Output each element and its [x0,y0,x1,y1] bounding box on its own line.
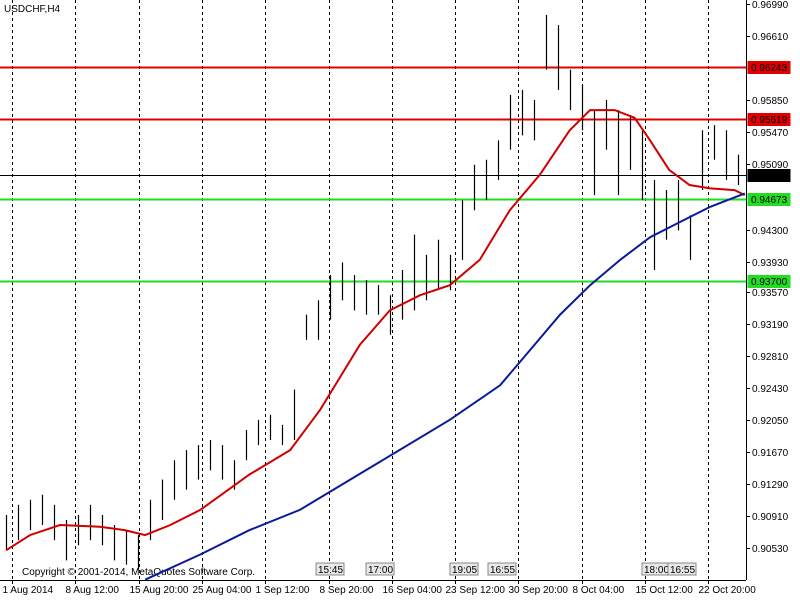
time-box-label: 17:00 [368,565,393,576]
time-box-label: 16:55 [670,565,695,576]
time-box [315,562,345,576]
x-tick-label: 8 Oct 04:00 [573,585,625,596]
time-box-label: 19:05 [452,565,477,576]
time-box [449,562,479,576]
time-box-label: 15:45 [318,565,343,576]
y-tick-label: 0.90910 [752,512,789,523]
level-label-box [747,169,791,182]
x-tick-label: 8 Sep 20:00 [320,585,374,596]
x-tick-label: 30 Sep 20:00 [509,585,569,596]
y-tick-label: 0.95850 [752,96,789,107]
level-label: 0.96243 [751,63,788,74]
moving-average [144,192,746,581]
x-tick-label: 1 Aug 2014 [3,585,54,596]
copyright: Copyright © 2001-2014, MetaQuotes Softwa… [22,567,255,578]
y-tick-label: 0.91670 [752,448,789,459]
y-tick-label: 0.90530 [752,544,789,555]
y-tick-label: 0.93570 [752,288,789,299]
y-tick-label: 0.93190 [752,320,789,331]
time-box-label: 16:55 [490,565,515,576]
time-box [487,562,517,576]
time-box-label: 18:00 [644,565,669,576]
y-tick-label: 0.95470 [752,128,789,139]
y-tick-label: 0.91290 [752,480,789,491]
level-label-box [747,193,791,206]
y-tick-label: 0.92050 [752,416,789,427]
y-tick-label: 0.94300 [752,226,789,237]
level-label: 0.95619 [751,115,788,126]
y-tick-label: 0.95090 [752,160,789,171]
x-tick-label: 22 Oct 20:00 [699,585,757,596]
level-label: 0.93700 [751,277,788,288]
chart-title: USDCHF,H4 [4,4,61,15]
x-tick-label: 8 Aug 12:00 [66,585,120,596]
level-label-box [747,61,791,74]
y-tick-label: 0.96990 [752,0,789,11]
x-tick-label: 16 Sep 04:00 [383,585,443,596]
y-tick-label: 0.93930 [752,258,789,269]
x-tick-label: 1 Sep 12:00 [256,585,310,596]
x-tick-label: 15 Oct 12:00 [636,585,694,596]
time-box [365,562,395,576]
time-box [667,562,697,576]
x-tick-label: 23 Sep 12:00 [446,585,506,596]
y-tick-label: 0.92810 [752,352,789,363]
y-tick-label: 0.96610 [752,32,789,43]
x-tick-label: 25 Aug 04:00 [193,585,252,596]
x-tick-label: 15 Aug 20:00 [130,585,189,596]
moving-average [5,109,746,552]
y-tick-label: 0.92430 [752,384,789,395]
level-label: 0.94673 [751,195,788,206]
level-label-box [747,113,791,126]
level-label: 0.94959 [751,171,788,182]
level-label-box [747,275,791,288]
